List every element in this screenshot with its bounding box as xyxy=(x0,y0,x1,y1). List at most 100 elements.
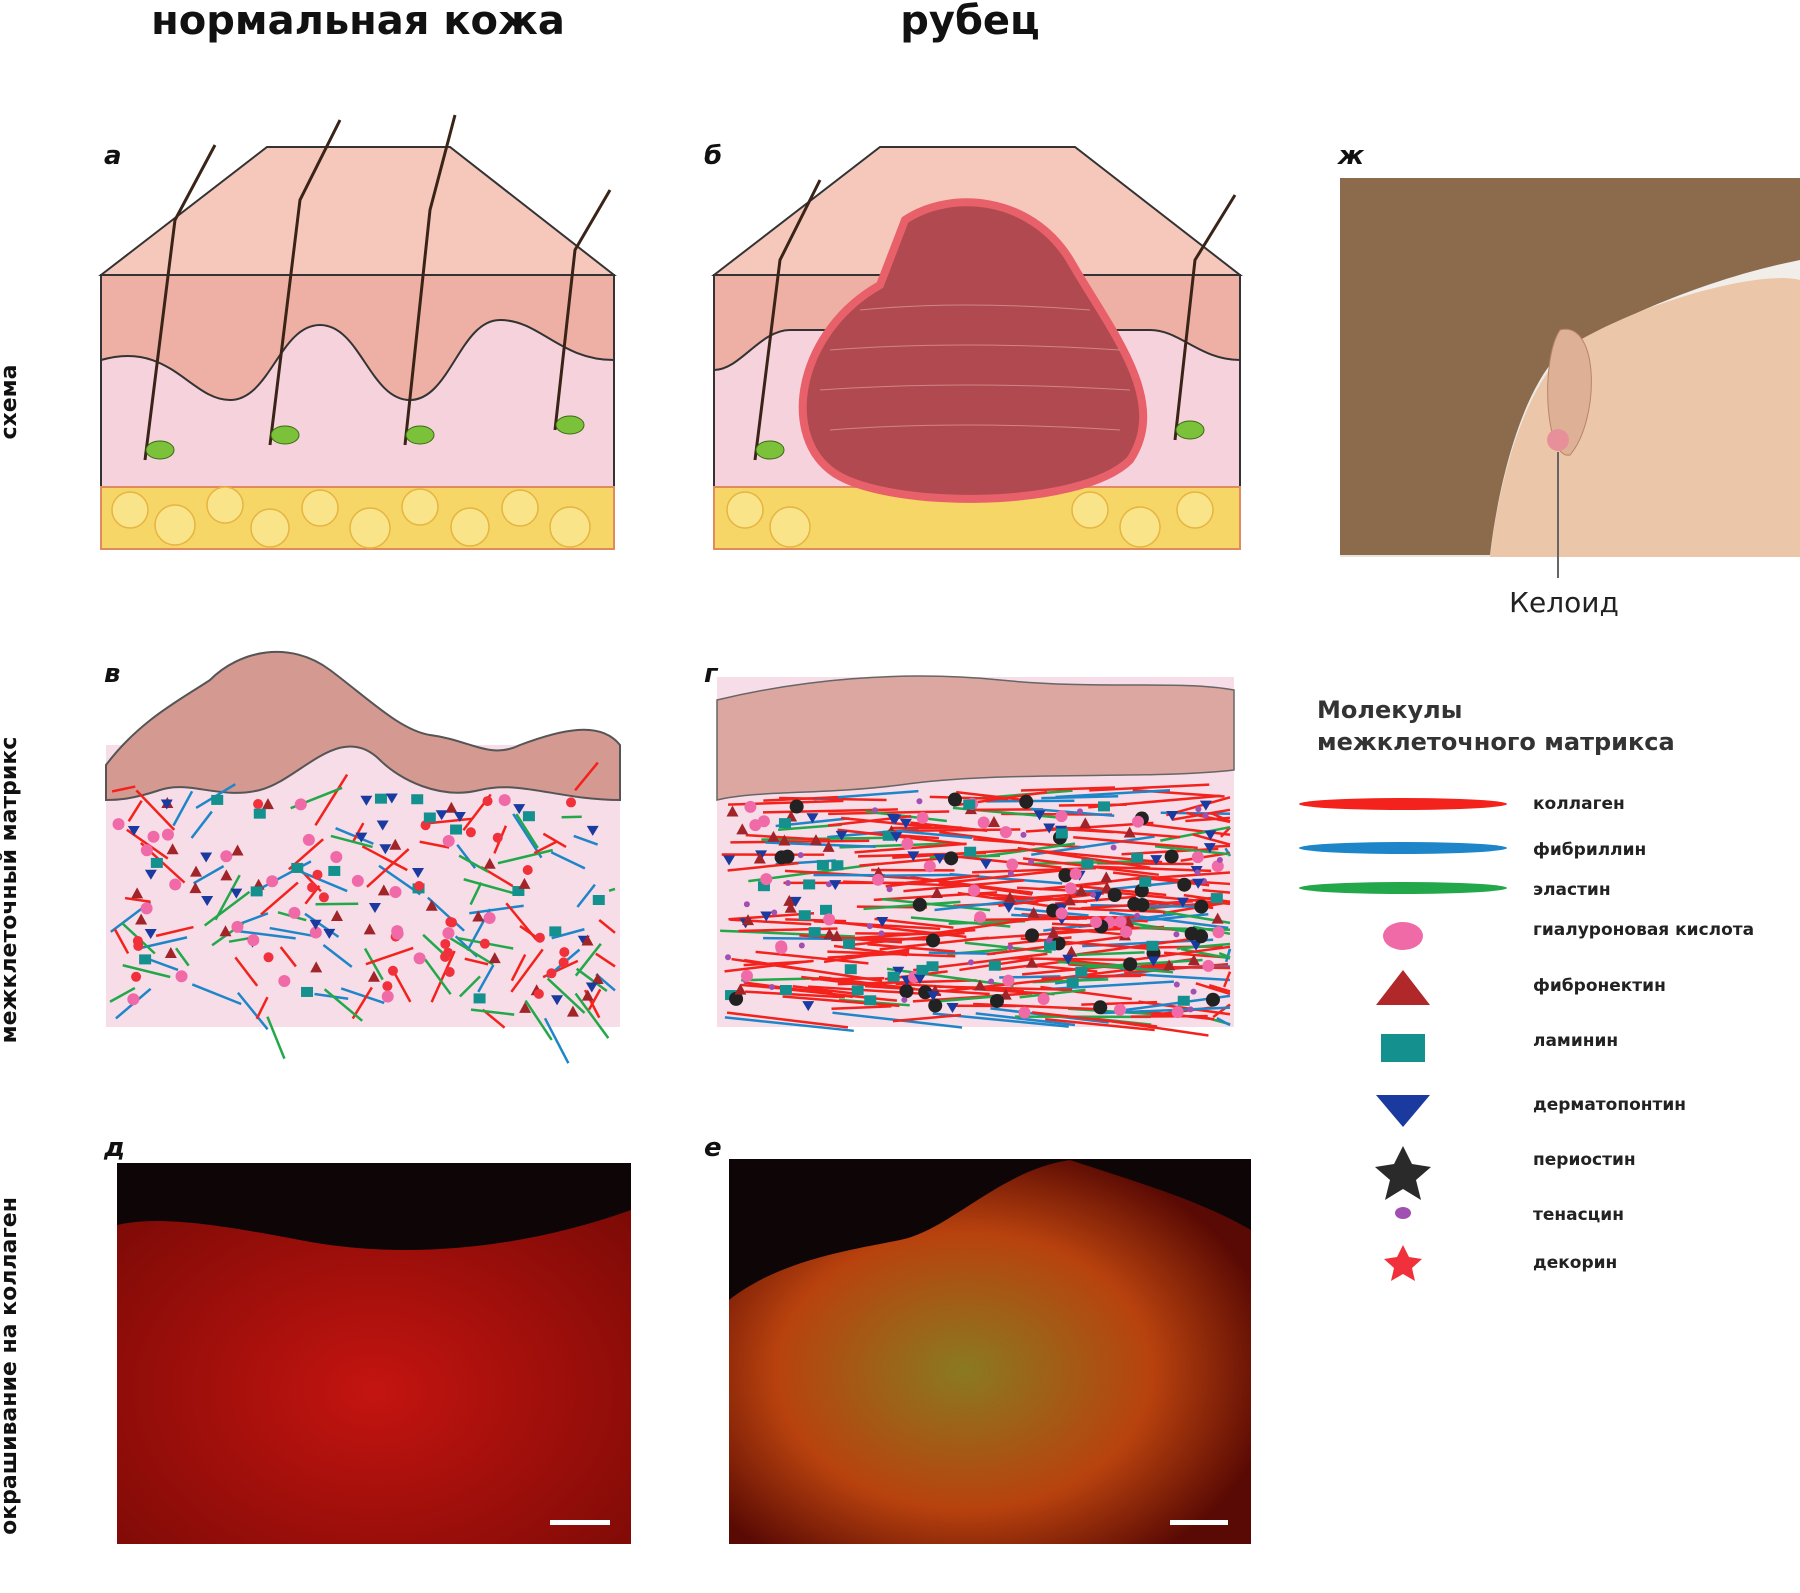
matrix-molecule xyxy=(144,869,157,880)
legend-label: эластин xyxy=(1533,880,1611,900)
matrix-molecule xyxy=(866,923,873,930)
matrix-molecule xyxy=(279,946,297,968)
matrix-molecule xyxy=(1211,860,1224,873)
matrix-molecule xyxy=(928,951,996,955)
matrix-molecule xyxy=(789,799,804,814)
matrix-molecule xyxy=(608,887,616,892)
matrix-molecule xyxy=(473,993,486,1004)
matrix-molecule xyxy=(513,804,526,815)
matrix-molecule xyxy=(757,881,770,892)
matrix-molecule xyxy=(987,815,1000,827)
matrix-molecule xyxy=(355,832,368,843)
matrix-molecule xyxy=(155,925,194,938)
matrix-molecule xyxy=(1055,810,1068,823)
matrix-molecule xyxy=(1119,925,1132,938)
matrix-molecule xyxy=(510,954,527,982)
matrix-molecule xyxy=(753,852,766,864)
matrix-molecule xyxy=(127,993,140,1006)
matrix-molecule xyxy=(1176,897,1189,908)
matrix-molecule xyxy=(830,930,843,942)
matrix-molecule xyxy=(442,927,455,940)
matrix-molecule xyxy=(822,840,835,852)
matrix-molecule xyxy=(1077,884,1167,897)
matrix-molecule xyxy=(1131,852,1144,863)
matrix-molecule xyxy=(140,902,153,915)
matrix-molecule xyxy=(363,923,376,935)
matrix-molecule xyxy=(1066,977,1079,988)
matrix-molecule xyxy=(818,975,916,991)
matrix-molecule xyxy=(792,985,860,996)
matrix-molecule xyxy=(1047,926,1060,938)
matrix-molecule xyxy=(477,964,495,993)
matrix-molecule xyxy=(956,790,1028,802)
matrix-molecule xyxy=(419,840,450,849)
matrix-molecule xyxy=(294,798,307,811)
matrix-molecule xyxy=(1195,982,1231,996)
matrix-molecule xyxy=(575,967,608,993)
matrix-molecule xyxy=(1055,828,1068,839)
matrix-molecule xyxy=(809,834,822,846)
matrix-molecule xyxy=(840,816,932,829)
matrix-molecule xyxy=(946,1003,959,1014)
matrix-molecule xyxy=(771,909,778,916)
matrix-molecule xyxy=(220,850,233,863)
matrix-molecule xyxy=(977,816,990,829)
matrix-molecule xyxy=(111,785,136,793)
matrix-molecule xyxy=(1199,800,1212,811)
legend-label: фибриллин xyxy=(1533,840,1646,860)
matrix-molecule xyxy=(522,864,533,875)
matrix-molecule xyxy=(1195,806,1202,813)
matrix-molecule xyxy=(837,828,966,846)
matrix-molecule xyxy=(113,928,130,955)
matrix-molecule xyxy=(899,984,914,999)
panel-letter: а xyxy=(104,141,122,171)
staining-normal xyxy=(117,1163,631,1544)
matrix-molecule xyxy=(1076,808,1083,815)
matrix-molecule xyxy=(916,798,923,805)
matrix-molecule xyxy=(864,995,877,1006)
matrix-molecule xyxy=(219,925,232,937)
matrix-molecule xyxy=(109,986,136,1003)
matrix-molecule xyxy=(266,1016,286,1060)
panel-letter: в xyxy=(104,659,120,689)
matrix-molecule xyxy=(778,818,791,829)
matrix-molecule xyxy=(974,917,1088,922)
matrix-molecule xyxy=(797,852,804,859)
matrix-molecule xyxy=(1091,865,1212,873)
legend-label: тенасцин xyxy=(1533,1205,1624,1225)
matrix-molecule xyxy=(1223,971,1232,988)
matrix-molecule xyxy=(808,927,821,938)
matrix-molecule xyxy=(1171,1006,1184,1019)
matrix-molecule xyxy=(172,790,194,827)
matrix-molecule xyxy=(534,932,545,943)
matrix-molecule xyxy=(135,913,148,925)
matrix-molecule xyxy=(482,796,493,807)
matrix-molecule xyxy=(581,989,594,1001)
matrix-molecule xyxy=(823,913,836,926)
matrix-molecule xyxy=(323,928,336,939)
matrix-molecule xyxy=(876,916,889,927)
panel-letter: г xyxy=(704,659,719,689)
matrix-molecule xyxy=(890,832,903,843)
matrix-molecule xyxy=(574,992,610,1039)
matrix-molecule xyxy=(231,920,244,933)
matrix-molecule xyxy=(1090,916,1103,929)
staining-scar xyxy=(729,1159,1251,1544)
matrix-molecule xyxy=(302,833,315,846)
matrix-molecule xyxy=(934,897,1035,912)
matrix-molecule xyxy=(1216,1017,1231,1027)
matrix-molecule xyxy=(247,934,260,947)
legend-title: Молекулы xyxy=(1317,696,1462,724)
matrix-molecule xyxy=(549,926,562,937)
matrix-molecule xyxy=(760,873,773,886)
matrix-molecule xyxy=(318,892,329,903)
matrix-molecule xyxy=(307,882,318,893)
matrix-molecule xyxy=(518,877,531,889)
matrix-molecule xyxy=(127,800,143,822)
matrix-molecule xyxy=(1075,966,1088,977)
matrix-molecule xyxy=(330,834,373,849)
matrix-molecule xyxy=(1176,942,1231,950)
matrix-molecule xyxy=(519,1001,532,1013)
matrix-molecule xyxy=(294,867,348,893)
matrix-molecule xyxy=(975,1012,1076,1027)
